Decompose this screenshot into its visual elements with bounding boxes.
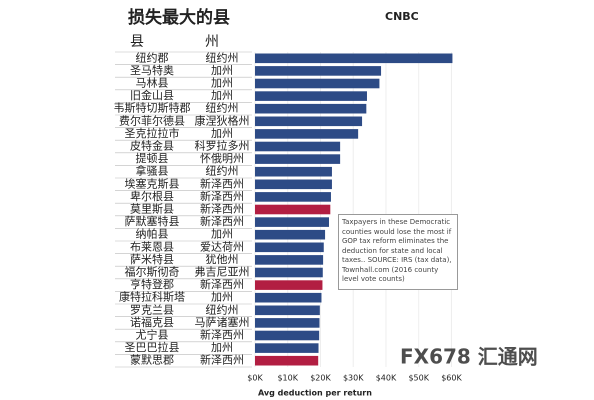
- state-label: 爱达荷州: [200, 240, 244, 253]
- y-tick-label: 布莱恩县: [130, 240, 174, 253]
- bar: [255, 292, 322, 303]
- state-label: 纽约州: [206, 101, 239, 115]
- y-tick-label: 纽约郡: [136, 50, 169, 64]
- state-label: 新泽西州: [200, 277, 244, 291]
- y-tick-label: 萨默塞特县: [125, 214, 180, 228]
- x-axis-label: Avg deduction per return: [258, 389, 372, 398]
- y-tick-label: 费尔菲尔德县: [119, 113, 185, 127]
- bar: [255, 330, 320, 341]
- x-tick-label: $30K: [343, 374, 364, 383]
- y-tick-label: 皮特金县: [130, 139, 174, 153]
- y-tick-label: 圣克拉拉市: [125, 126, 180, 140]
- bar: [255, 78, 380, 89]
- y-tick-label: 纳帕县: [136, 227, 169, 241]
- x-tick-label: $40K: [376, 374, 397, 383]
- bar: [255, 53, 453, 64]
- y-tick-label: 诺福克县: [130, 315, 174, 329]
- bar: [255, 141, 341, 152]
- state-label: 加州: [211, 291, 233, 304]
- state-label: 加州: [211, 89, 233, 102]
- y-tick-label: 蒙默思郡: [130, 354, 174, 367]
- bar: [255, 129, 359, 139]
- bar: [255, 242, 324, 253]
- bar: [255, 103, 367, 114]
- state-label: 新泽西州: [200, 328, 244, 342]
- y-tick-label: 旧金山县: [130, 88, 174, 102]
- y-tick-label: 罗克兰县: [130, 303, 174, 316]
- y-tick-label: 圣巴巴拉县: [125, 340, 180, 354]
- y-tick-label: 莫里斯县: [130, 203, 174, 216]
- bar: [255, 343, 319, 353]
- y-tick-label: 康特拉科斯塔: [119, 290, 185, 304]
- x-tick-label: $50K: [408, 374, 429, 383]
- x-tick-label: $60K: [441, 374, 462, 383]
- column-header: 州: [205, 34, 219, 50]
- bar: [255, 267, 323, 278]
- logo: CNBC: [385, 10, 419, 23]
- y-tick-label: 亨特登郡: [130, 277, 174, 291]
- bar: [255, 355, 319, 366]
- state-label: 加州: [211, 77, 233, 90]
- state-label: 马萨诸塞州: [195, 315, 250, 329]
- annotation: Taxpayers in these Democratic counties w…: [338, 214, 458, 290]
- state-label: 科罗拉多州: [195, 139, 250, 153]
- bar: [255, 255, 324, 265]
- state-label: 新泽西州: [200, 353, 244, 367]
- state-label: 弗吉尼亚州: [195, 265, 250, 279]
- x-tick-label: $10K: [277, 374, 298, 383]
- bar: [255, 318, 320, 328]
- state-label: 加州: [211, 341, 233, 354]
- y-tick-label: 提顿县: [136, 151, 169, 165]
- bar: [255, 66, 382, 76]
- state-label: 纽约州: [206, 50, 239, 64]
- bar: [255, 166, 332, 177]
- chart-title: 损失最大的县: [128, 7, 230, 28]
- state-label: 加州: [211, 228, 233, 241]
- bar: [255, 116, 363, 127]
- y-tick-label: 埃塞克斯县: [125, 176, 180, 190]
- y-tick-label: 拿骚县: [136, 164, 169, 178]
- y-tick-label: 尤宁县: [136, 328, 169, 342]
- state-label: 怀俄明州: [200, 152, 244, 165]
- bar: [255, 179, 332, 190]
- state-label: 新泽西州: [200, 189, 244, 203]
- y-tick-label: 卑尔根县: [130, 189, 174, 203]
- bar: [255, 204, 331, 215]
- x-tick-label: $0K: [247, 374, 263, 383]
- bar: [255, 229, 326, 240]
- bar: [255, 91, 367, 101]
- state-label: 纽约州: [206, 164, 239, 178]
- state-label: 康涅狄格州: [195, 113, 250, 127]
- y-tick-label: 圣马特奥: [130, 63, 174, 77]
- state-label: 纽约州: [206, 302, 239, 316]
- y-tick-label: 马林县: [136, 76, 169, 90]
- y-tick-label: 韦斯特切斯特郡: [114, 101, 191, 115]
- bar: [255, 192, 331, 202]
- y-tick-label: 萨米特县: [130, 252, 174, 266]
- annotation-box: Taxpayers in these Democratic counties w…: [338, 214, 458, 290]
- column-header: 县: [130, 34, 144, 50]
- state-label: 新泽西州: [200, 176, 244, 190]
- state-label: 加州: [211, 127, 233, 140]
- bar: [255, 154, 341, 164]
- bar: [255, 217, 329, 227]
- state-label: 加州: [211, 64, 233, 77]
- state-label: 新泽西州: [200, 214, 244, 228]
- state-label: 新泽西州: [200, 202, 244, 216]
- state-label: 犹他州: [206, 253, 239, 266]
- y-tick-label: 福尔斯彻奇: [125, 265, 180, 279]
- bar: [255, 305, 320, 316]
- watermark: FX678 汇通网: [400, 345, 538, 369]
- x-tick-label: $20K: [310, 374, 331, 383]
- bar: [255, 280, 323, 290]
